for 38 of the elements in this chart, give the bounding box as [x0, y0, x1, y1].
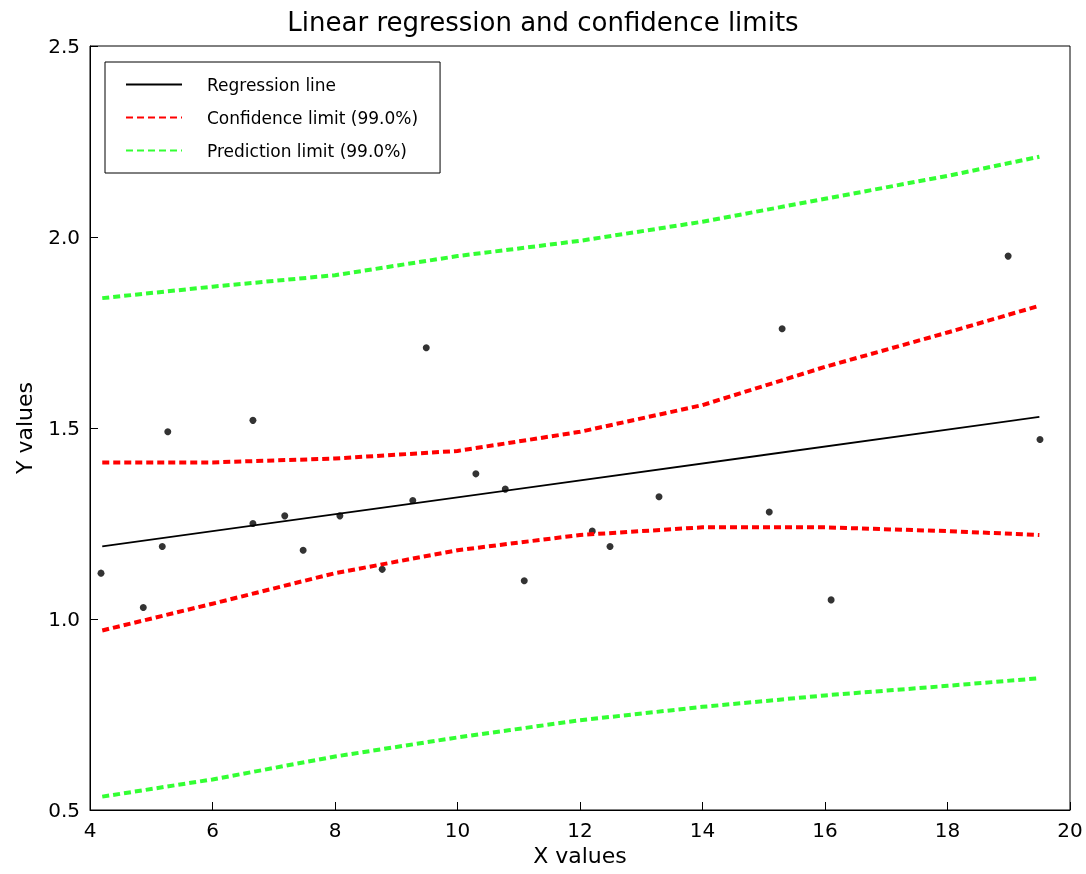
point [765, 508, 773, 516]
x-axis-title: X values [533, 843, 627, 869]
x-tick-label: 10 [444, 818, 471, 842]
chart-title: Linear regression and confidence limits [287, 7, 799, 37]
point [520, 577, 528, 585]
point [164, 428, 172, 436]
line-series [100, 525, 1042, 633]
x-tick-label: 20 [1057, 818, 1083, 842]
y-tick-label: 1.0 [48, 607, 80, 631]
point [249, 416, 257, 424]
y-tick-label: 0.5 [48, 798, 80, 822]
x-tick-label: 18 [934, 818, 961, 842]
point [778, 325, 786, 333]
y-axis-title: Y values [11, 382, 37, 475]
point [158, 542, 166, 550]
point [1036, 435, 1044, 443]
legend-label: Confidence limit (99.0%) [207, 107, 419, 128]
x-tick-label: 4 [83, 818, 97, 842]
y-tick-label: 1.5 [48, 416, 80, 440]
x-tick-label: 14 [689, 818, 716, 842]
point [606, 542, 614, 550]
point [422, 344, 430, 352]
y-tick-label: 2.0 [48, 225, 80, 249]
y-tick-label: 2.5 [48, 34, 80, 58]
point [281, 512, 289, 520]
point [827, 596, 835, 604]
x-tick-label: 16 [812, 818, 838, 842]
point [655, 493, 663, 501]
x-tick-label: 12 [567, 818, 593, 842]
point [472, 470, 480, 478]
point [139, 604, 147, 612]
point [378, 565, 386, 573]
legend-label: Regression line [207, 74, 337, 95]
legend-label: Prediction limit (99.0%) [207, 140, 407, 161]
x-tick-label: 6 [206, 818, 219, 842]
point [1004, 252, 1012, 260]
point [299, 546, 307, 554]
x-tick-label: 8 [328, 818, 342, 842]
